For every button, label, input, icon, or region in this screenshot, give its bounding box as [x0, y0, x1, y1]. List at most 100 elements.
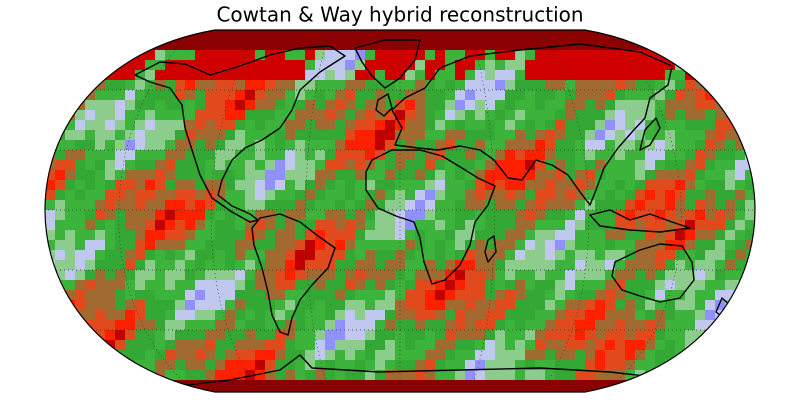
grid-cell [165, 60, 176, 71]
grid-cell [405, 250, 416, 261]
grid-cell [635, 190, 646, 201]
grid-cell [295, 190, 306, 201]
grid-cell [405, 380, 416, 391]
grid-cell [475, 30, 486, 41]
grid-cell [585, 260, 596, 271]
grid-cell [335, 350, 346, 361]
grid-cell [525, 230, 536, 241]
grid-cell [725, 150, 736, 161]
grid-cell [555, 310, 566, 321]
grid-cell [725, 330, 736, 341]
grid-cell [425, 210, 436, 221]
grid-cell [555, 390, 566, 392]
grid-cell [345, 190, 356, 201]
grid-cell [155, 340, 166, 351]
grid-cell [125, 300, 136, 311]
grid-cell [615, 330, 626, 341]
grid-cell [435, 180, 446, 191]
grid-cell [105, 170, 116, 181]
grid-cell [335, 250, 346, 261]
grid-cell [145, 340, 156, 351]
grid-cell [155, 120, 166, 131]
grid-cell [635, 380, 646, 391]
grid-cell [715, 240, 726, 251]
grid-cell [465, 190, 476, 201]
grid-cell [505, 310, 516, 321]
grid-cell [465, 60, 476, 71]
grid-cell [735, 80, 746, 91]
grid-cell [265, 260, 276, 271]
grid-cell [115, 300, 126, 311]
grid-cell [115, 320, 126, 331]
grid-cell [155, 220, 166, 231]
grid-cell [565, 340, 576, 351]
grid-cell [345, 160, 356, 171]
grid-cell [415, 90, 426, 101]
grid-cell [135, 350, 146, 361]
grid-cell [85, 240, 96, 251]
grid-cell [255, 140, 266, 151]
grid-cell [495, 270, 506, 281]
grid-cell [405, 220, 416, 231]
grid-cell [575, 130, 586, 141]
grid-cell [125, 240, 136, 251]
grid-cell [405, 30, 416, 41]
grid-cell [105, 110, 116, 121]
grid-cell [65, 200, 76, 211]
grid-cell [355, 240, 366, 251]
grid-cell [45, 230, 56, 241]
grid-cell [315, 350, 326, 361]
grid-cell [685, 360, 696, 371]
grid-cell [105, 130, 116, 141]
grid-cell [745, 40, 755, 51]
grid-cell [285, 90, 296, 101]
grid-cell [85, 180, 96, 191]
grid-cell [195, 330, 206, 341]
grid-cell [685, 40, 696, 51]
grid-cell [175, 210, 186, 221]
grid-cell [365, 290, 376, 301]
grid-cell [725, 320, 736, 331]
grid-cell [665, 170, 676, 181]
grid-cell [235, 180, 246, 191]
grid-cell [135, 310, 146, 321]
grid-cell [595, 100, 606, 111]
grid-cell [315, 120, 326, 131]
grid-cell [485, 100, 496, 111]
grid-cell [255, 180, 266, 191]
grid-cell [115, 340, 126, 351]
grid-cell [145, 100, 156, 111]
grid-cell [605, 270, 616, 281]
grid-cell [135, 190, 146, 201]
grid-cell [655, 340, 666, 351]
grid-cell [295, 300, 306, 311]
grid-cell [565, 60, 576, 71]
grid-cell [355, 270, 366, 281]
grid-cell [385, 110, 396, 121]
grid-cell [55, 300, 66, 311]
grid-cell [375, 260, 386, 271]
grid-cell [115, 120, 126, 131]
grid-cell [525, 280, 536, 291]
grid-cell [95, 360, 106, 371]
grid-cell [305, 340, 316, 351]
grid-cell [685, 90, 696, 101]
grid-cell [275, 200, 286, 211]
grid-cell [215, 190, 226, 201]
grid-cell [135, 40, 146, 51]
grid-cell [295, 290, 306, 301]
grid-cell [715, 300, 726, 311]
grid-cell [515, 250, 526, 261]
grid-cell [305, 330, 316, 341]
grid-cell [755, 390, 766, 400]
grid-cell [575, 360, 586, 371]
grid-cell [755, 220, 766, 231]
grid-cell [245, 210, 256, 221]
grid-cell [265, 310, 276, 321]
grid-cell [715, 130, 726, 141]
grid-cell [745, 60, 755, 71]
grid-cell [495, 130, 506, 141]
grid-cell [425, 290, 436, 301]
grid-cell [515, 390, 526, 392]
grid-cell [685, 370, 696, 381]
